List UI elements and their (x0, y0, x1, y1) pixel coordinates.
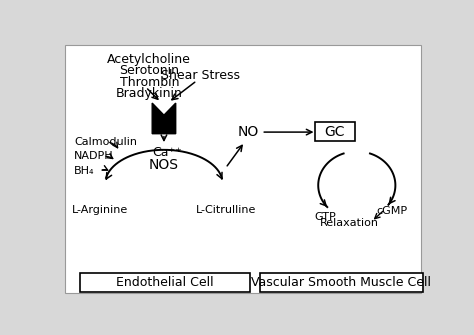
Text: Calmodulin: Calmodulin (74, 137, 137, 147)
Text: Ca⁺⁺: Ca⁺⁺ (152, 146, 182, 159)
FancyBboxPatch shape (80, 273, 250, 292)
Text: NOS: NOS (149, 158, 179, 172)
Text: Bradykinin: Bradykinin (116, 87, 182, 100)
Text: L-Citrulline: L-Citrulline (196, 205, 256, 215)
Text: cGMP: cGMP (376, 206, 408, 216)
Text: Serotonin: Serotonin (119, 64, 179, 77)
Text: Relaxation: Relaxation (320, 218, 379, 228)
Polygon shape (152, 103, 176, 134)
FancyBboxPatch shape (315, 122, 355, 141)
FancyBboxPatch shape (65, 45, 421, 293)
Text: Acetylcholine: Acetylcholine (107, 53, 191, 66)
Text: NO: NO (238, 125, 259, 139)
Text: Shear Stress: Shear Stress (161, 69, 240, 82)
Text: Thrombin: Thrombin (119, 76, 179, 89)
Text: GC: GC (325, 125, 345, 139)
Text: L-Arginine: L-Arginine (72, 205, 128, 215)
Text: BH₄: BH₄ (74, 166, 94, 176)
Text: Endothelial Cell: Endothelial Cell (116, 276, 214, 289)
Text: NADPH: NADPH (74, 151, 114, 161)
Text: Vascular Smooth Muscle Cell: Vascular Smooth Muscle Cell (251, 276, 431, 289)
FancyBboxPatch shape (260, 273, 422, 292)
Text: GTP: GTP (315, 212, 336, 222)
